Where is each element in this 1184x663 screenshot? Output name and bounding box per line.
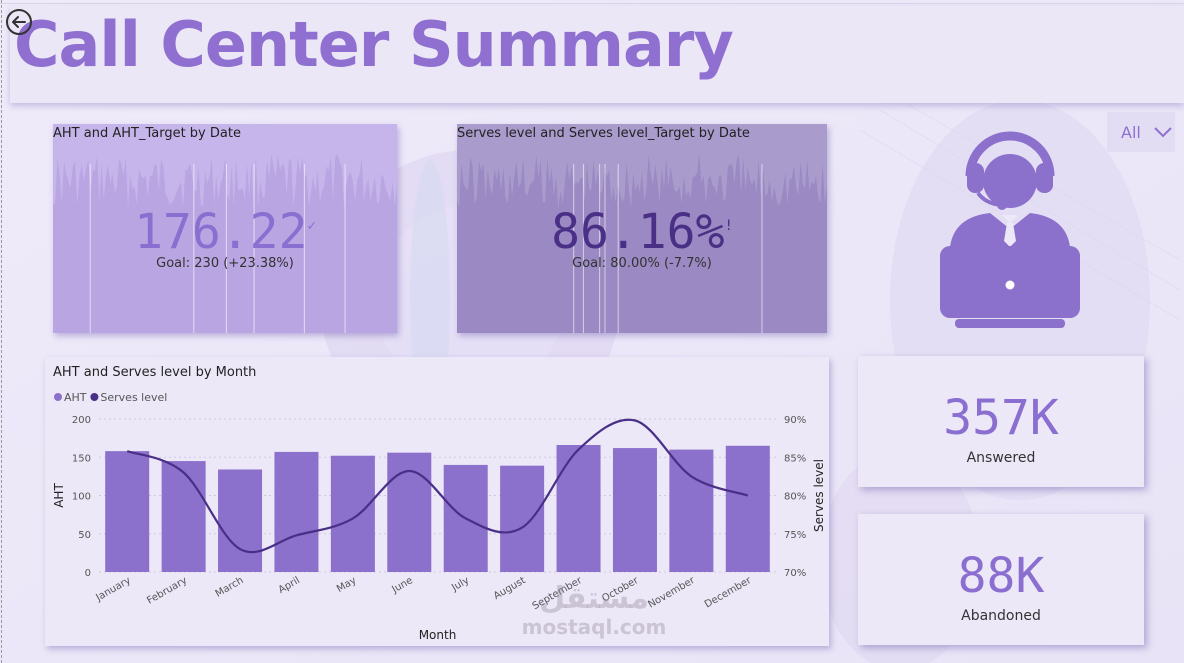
aht-value-text: 176.22: [134, 204, 308, 260]
serves-level-kpi-goal: Goal: 80.00% (-7.7%): [572, 256, 712, 271]
aht-bar[interactable]: [330, 455, 375, 572]
y2-tick-label: 80%: [784, 492, 806, 503]
aht-bar[interactable]: [725, 445, 770, 572]
x-tick-label: July: [449, 575, 471, 594]
sparkline-area: [53, 154, 397, 333]
x-axis-label: Month: [419, 628, 457, 642]
back-arrow-icon: [12, 16, 26, 28]
y-tick-label: 0: [85, 568, 91, 579]
y2-tick-label: 75%: [784, 530, 806, 541]
y-axis-label: AHT: [52, 483, 66, 508]
answered-value: 357K: [943, 390, 1059, 446]
aht-kpi-title: AHT and AHT_Target by Date: [53, 126, 241, 141]
x-tick-label: February: [145, 575, 189, 607]
serves-level-value-text: 86.16%: [551, 204, 725, 260]
watermark: مستقل mostaql.com: [519, 581, 669, 639]
abandoned-label: Abandoned: [961, 608, 1041, 624]
serves-level-line[interactable]: [126, 418, 749, 554]
x-tick-label: January: [94, 575, 133, 604]
serves-level-status-mark: !: [724, 218, 733, 234]
aht-area-sparkline: [53, 154, 397, 333]
legend-label[interactable]: Serves level: [100, 391, 167, 404]
answered-label: Answered: [966, 450, 1036, 466]
y-tick-label: 150: [72, 453, 91, 464]
legend-label[interactable]: AHT: [64, 391, 87, 404]
aht-bar[interactable]: [218, 469, 263, 572]
abandoned-stat-card: 88K Abandoned: [858, 514, 1144, 645]
aht-bar[interactable]: [500, 465, 545, 572]
aht-bar[interactable]: [161, 461, 206, 572]
y-tick-label: 100: [72, 492, 91, 503]
kpi-card-aht: 176.22✓ Goal: 230 (+23.38%): [53, 124, 397, 333]
x-tick-label: May: [335, 575, 358, 595]
aht-status-mark: ✓: [307, 218, 316, 234]
aht-serves-level-combo-chart: AHT and Serves level by Month AHT Serves l…: [52, 365, 826, 642]
aht-bar[interactable]: [387, 452, 432, 572]
header-banner: [10, 6, 1184, 103]
kpi-card-serves-level: 86.16%! Goal: 80.00% (-7.7%): [457, 124, 827, 333]
call-center-agent-icon: [940, 131, 1080, 328]
abandoned-value: 88K: [957, 548, 1045, 604]
watermark-latin: mostaql.com: [521, 615, 667, 639]
date-slicer-dropdown[interactable]: All: [1107, 112, 1175, 152]
serves-level-kpi-title: Serves level and Serves level_Target by …: [457, 126, 750, 141]
aht-bar[interactable]: [612, 448, 657, 572]
aht-kpi-value: 176.22✓: [53, 204, 397, 260]
serves-level-kpi-value: 86.16%!: [457, 204, 827, 260]
top-border: [0, 3, 1184, 4]
serves-level-area-sparkline: [457, 154, 827, 333]
watermark-arabic: مستقل: [539, 581, 649, 616]
chart-title: AHT and Serves level by Month: [53, 365, 256, 380]
y2-tick-label: 70%: [784, 568, 806, 579]
y-tick-label: 50: [78, 530, 91, 541]
chevron-down-icon: [1154, 127, 1172, 138]
legend-marker: [90, 393, 99, 401]
sparkline-area: [457, 154, 827, 333]
aht-serves-level-chart-card: AHT and Serves level by Month AHT Serves l…: [45, 357, 829, 646]
y2-tick-label: 90%: [784, 415, 806, 426]
back-button[interactable]: [6, 9, 32, 35]
aht-bar[interactable]: [274, 451, 319, 572]
y2-axis-label: Serves level: [812, 459, 826, 532]
frame-border: [1, 0, 2, 663]
x-tick-label: April: [277, 575, 302, 596]
x-tick-label: March: [214, 575, 246, 600]
page-title: Call Center Summary: [14, 8, 734, 81]
x-tick-label: June: [390, 575, 415, 596]
aht-bar[interactable]: [556, 445, 601, 572]
x-tick-label: December: [703, 575, 754, 611]
aht-bar[interactable]: [669, 449, 714, 572]
answered-stat-card: 357K Answered: [858, 356, 1144, 487]
y-tick-label: 200: [72, 415, 91, 426]
aht-kpi-goal: Goal: 230 (+23.38%): [156, 256, 294, 271]
slicer-value: All: [1121, 122, 1141, 142]
legend-marker: [54, 393, 62, 401]
aht-bar[interactable]: [105, 451, 150, 572]
y2-tick-label: 85%: [784, 453, 806, 464]
